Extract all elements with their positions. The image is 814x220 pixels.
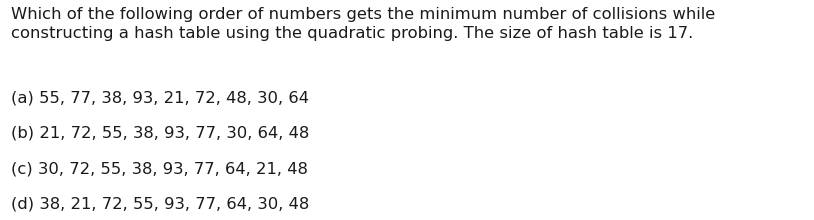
Text: (d) 38, 21, 72, 55, 93, 77, 64, 30, 48: (d) 38, 21, 72, 55, 93, 77, 64, 30, 48 bbox=[11, 196, 309, 211]
Text: (c) 30, 72, 55, 38, 93, 77, 64, 21, 48: (c) 30, 72, 55, 38, 93, 77, 64, 21, 48 bbox=[11, 161, 308, 176]
Text: (a) 55, 77, 38, 93, 21, 72, 48, 30, 64: (a) 55, 77, 38, 93, 21, 72, 48, 30, 64 bbox=[11, 91, 309, 106]
Text: Which of the following order of numbers gets the minimum number of collisions wh: Which of the following order of numbers … bbox=[11, 7, 715, 41]
Text: (b) 21, 72, 55, 38, 93, 77, 30, 64, 48: (b) 21, 72, 55, 38, 93, 77, 30, 64, 48 bbox=[11, 126, 309, 141]
